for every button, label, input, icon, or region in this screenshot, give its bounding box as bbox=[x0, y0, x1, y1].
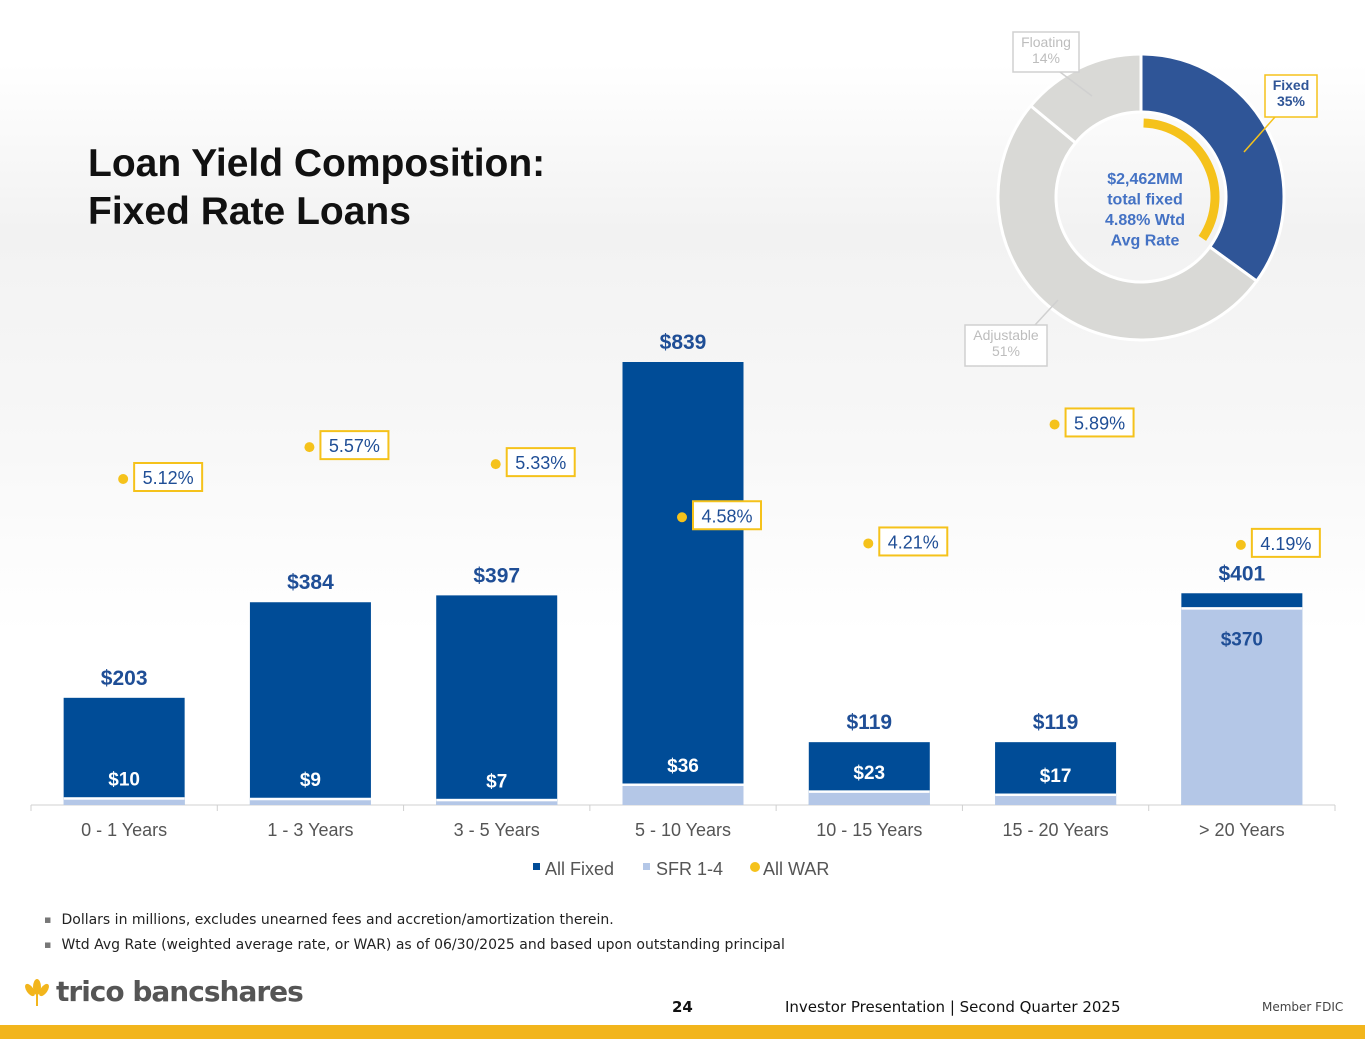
x-tick-label: 3 - 5 Years bbox=[454, 820, 540, 840]
callout-text-fixed: Fixed bbox=[1273, 77, 1310, 93]
war-label: 5.89% bbox=[1074, 413, 1125, 433]
page-title: Loan Yield Composition: Fixed Rate Loans bbox=[88, 140, 545, 236]
bar-all-fixed bbox=[63, 697, 185, 805]
callout-text-floating: Floating bbox=[1021, 34, 1071, 50]
callout-text-fixed: 35% bbox=[1277, 93, 1306, 109]
bar-sfr bbox=[249, 800, 371, 805]
war-label: 5.12% bbox=[143, 468, 194, 488]
loan-yield-chart: $203 $10 0 - 1 Years 5.12% $384 $9 1 - 3 Years… bbox=[30, 31, 1336, 879]
callout-text-adjustable: Adjustable bbox=[973, 327, 1039, 343]
bar-label-all-fixed: $839 bbox=[660, 331, 707, 354]
legend-swatch-all-fixed bbox=[533, 863, 540, 870]
war-marker bbox=[490, 459, 501, 470]
war-marker bbox=[1235, 539, 1246, 550]
wheat-logo-icon bbox=[25, 978, 49, 1006]
callout-leader-adjustable bbox=[1034, 299, 1059, 326]
bar-all-fixed bbox=[436, 595, 558, 805]
fixed-rate-ring bbox=[1143, 118, 1220, 241]
footer-accent-bar bbox=[0, 1025, 1365, 1039]
title-line-2: Fixed Rate Loans bbox=[88, 190, 411, 233]
bar-label-all-fixed: $397 bbox=[473, 564, 520, 587]
war-label-box bbox=[1064, 407, 1135, 438]
bar-sfr bbox=[622, 785, 744, 805]
callout-text-floating: 14% bbox=[1032, 50, 1060, 66]
callout-box-fixed bbox=[1264, 74, 1318, 118]
member-fdic: Member FDIC bbox=[1262, 1000, 1344, 1014]
war-label: 4.21% bbox=[888, 532, 939, 552]
war-label-box bbox=[505, 447, 576, 478]
bar-all-fixed bbox=[249, 602, 371, 805]
bar-all-fixed bbox=[622, 362, 744, 805]
title-line-1: Loan Yield Composition: bbox=[88, 142, 546, 185]
war-label-box bbox=[692, 500, 762, 531]
war-label-box bbox=[878, 526, 949, 557]
x-tick-label: 1 - 3 Years bbox=[267, 820, 353, 840]
war-label: 4.58% bbox=[701, 506, 752, 526]
war-label: 5.57% bbox=[329, 436, 380, 456]
callout-box-adjustable bbox=[964, 324, 1048, 367]
bar-label-all-fixed: $119 bbox=[847, 711, 893, 734]
x-tick-label: 10 - 15 Years bbox=[816, 820, 922, 840]
legend-label-sfr: SFR 1-4 bbox=[656, 859, 723, 879]
war-marker bbox=[1049, 419, 1060, 430]
donut-slice-adjustable bbox=[996, 103, 1259, 342]
bar-label-sfr: $23 bbox=[853, 763, 885, 784]
bar-sfr bbox=[436, 801, 558, 805]
donut-center-text: total fixed bbox=[1107, 192, 1183, 209]
bar-sfr bbox=[63, 799, 185, 805]
x-tick-label: 15 - 20 Years bbox=[1003, 820, 1109, 840]
bar-label-sfr: $9 bbox=[300, 770, 321, 791]
bar-sfr bbox=[995, 796, 1117, 805]
bar-label-all-fixed: $384 bbox=[287, 571, 334, 594]
bar-sfr bbox=[1181, 609, 1303, 805]
bar-label-sfr: $36 bbox=[667, 756, 699, 777]
donut-center-text: Avg Rate bbox=[1111, 233, 1180, 250]
bar-label-all-fixed: $119 bbox=[1033, 711, 1079, 734]
bar-label-sfr: $370 bbox=[1221, 630, 1263, 651]
war-label-box bbox=[133, 462, 204, 492]
war-label: 5.33% bbox=[515, 453, 566, 473]
bar-sfr bbox=[808, 792, 930, 805]
x-tick-label: 0 - 1 Years bbox=[81, 820, 167, 840]
bar-label-sfr: $17 bbox=[1040, 766, 1072, 787]
page-number: 24 bbox=[672, 998, 693, 1016]
war-label-box bbox=[319, 430, 390, 461]
bar-label-sfr: $7 bbox=[486, 771, 507, 792]
legend-label-war: All WAR bbox=[763, 859, 829, 879]
war-marker bbox=[304, 442, 315, 453]
legend-swatch-sfr bbox=[643, 863, 650, 870]
war-marker bbox=[118, 474, 129, 484]
x-tick-label: 5 - 10 Years bbox=[635, 820, 731, 840]
company-logo: trico bancshares bbox=[22, 975, 304, 1008]
donut-center-text: 4.88% Wtd bbox=[1105, 212, 1185, 229]
legend-swatch-war bbox=[750, 862, 760, 872]
x-tick-label: > 20 Years bbox=[1199, 820, 1285, 840]
war-label: 4.19% bbox=[1260, 534, 1311, 554]
bar-label-all-fixed: $401 bbox=[1218, 562, 1265, 585]
footnotes: Dollars in millions, excludes unearned f… bbox=[44, 911, 785, 961]
war-marker bbox=[677, 512, 687, 523]
footnote-1: Dollars in millions, excludes unearned f… bbox=[44, 911, 785, 930]
bar-label-all-fixed: $203 bbox=[101, 667, 148, 690]
callout-text-adjustable: 51% bbox=[992, 343, 1020, 359]
donut-center-text: $2,462MM bbox=[1107, 171, 1183, 188]
donut-slice-floating bbox=[1028, 52, 1143, 145]
war-label-box bbox=[1250, 527, 1321, 558]
callout-leader-floating bbox=[1059, 71, 1093, 97]
bar-label-sfr: $10 bbox=[108, 770, 140, 791]
legend-label-all-fixed: All Fixed bbox=[545, 859, 614, 879]
donut-slice-fixed bbox=[1139, 52, 1286, 284]
footer-caption: Investor Presentation | Second Quarter 2… bbox=[785, 998, 1121, 1016]
callout-box-floating bbox=[1012, 31, 1080, 73]
war-marker bbox=[863, 538, 874, 549]
logo-text: trico bancshares bbox=[56, 975, 304, 1008]
callout-leader-fixed bbox=[1243, 116, 1276, 153]
footnote-2: Wtd Avg Rate (weighted average rate, or … bbox=[44, 936, 784, 955]
